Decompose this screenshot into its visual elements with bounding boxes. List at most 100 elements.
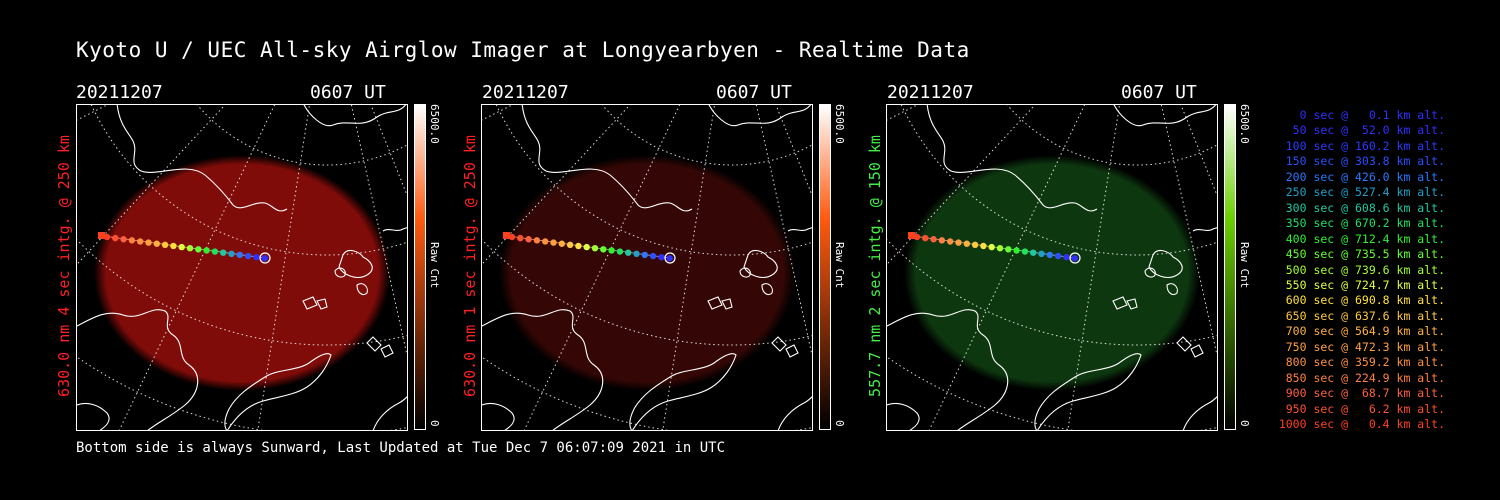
trajectory-point — [988, 243, 995, 251]
legend-item: 350 sec @ 670.2 km alt. — [1278, 216, 1445, 231]
trajectory-point — [550, 239, 557, 246]
trajectory-point — [103, 233, 111, 241]
legend-item: 450 sec @ 735.5 km alt. — [1278, 247, 1445, 262]
trajectory-point — [616, 248, 624, 255]
trajectory-point — [641, 251, 648, 259]
trajectory-point — [195, 246, 202, 253]
panel-2-colorbar — [819, 104, 831, 430]
trajectory-point — [649, 252, 657, 260]
coastlines — [887, 105, 1217, 430]
station-marker — [664, 252, 676, 264]
panel-1-colorbar-max: 6500.0 — [428, 104, 441, 144]
trajectory-point — [566, 241, 574, 249]
legend-item: 600 sec @ 690.8 km alt. — [1278, 293, 1445, 308]
trajectory — [908, 232, 1078, 262]
trajectory-point — [947, 238, 954, 245]
station-marker — [1069, 252, 1081, 264]
airglow-image — [904, 155, 1200, 391]
lat-lon-grid — [887, 105, 1217, 430]
legend-item: 250 sec @ 527.4 km alt. — [1278, 185, 1445, 200]
trajectory-point — [112, 234, 119, 242]
panel-1-date: 20211207 — [76, 82, 163, 103]
trajectory-point — [153, 240, 160, 247]
map-svg — [887, 105, 1217, 430]
legend-item: 950 sec @ 6.2 km alt. — [1278, 401, 1445, 416]
trajectory-point — [558, 240, 565, 247]
trajectory-point — [600, 246, 607, 253]
panel-2-time: 0607 UT — [716, 82, 792, 103]
trajectory-point — [533, 237, 541, 244]
legend-item: 500 sec @ 739.6 km alt. — [1278, 262, 1445, 277]
trajectory-point — [575, 242, 582, 250]
altitude-legend: 0 sec @ 0.1 km alt. 50 sec @ 52.0 km alt… — [1262, 108, 1445, 433]
trajectory-point — [220, 249, 227, 256]
page-title: Kyoto U / UEC All-sky Airglow Imager at … — [76, 38, 970, 62]
panel-2-colorbar-max: 6500.0 — [833, 104, 846, 144]
legend-item: 650 sec @ 637.6 km alt. — [1278, 308, 1445, 323]
panel-2-colorbar-min: 0 — [833, 420, 846, 427]
trajectory-point — [244, 252, 252, 260]
trajectory-point — [525, 236, 532, 243]
trajectory-point — [591, 245, 599, 252]
map-svg — [482, 105, 812, 430]
legend-item: 100 sec @ 160.2 km alt. — [1278, 138, 1445, 153]
panel-1-ylabel: 630.0 nm 4 sec intg. @ 250 km — [55, 135, 73, 397]
panel-3-colorbar-unit: Raw Cnt — [1238, 242, 1251, 289]
trajectory-point — [178, 243, 185, 251]
legend-item: 550 sec @ 724.7 km alt. — [1278, 277, 1445, 292]
panel-1-time: 0607 UT — [310, 82, 386, 103]
trajectory-point — [145, 239, 152, 246]
legend-item: 900 sec @ 68.7 km alt. — [1278, 386, 1445, 401]
trajectory-point — [971, 241, 979, 249]
coastlines — [77, 105, 407, 430]
legend-item: 50 sec @ 52.0 km alt. — [1278, 123, 1445, 138]
trajectory-point — [161, 241, 169, 249]
trajectory-point — [1013, 247, 1020, 254]
panel-3-date: 20211207 — [887, 82, 974, 103]
trajectory-point — [913, 233, 921, 241]
trajectory-point — [228, 250, 235, 257]
legend-item: 400 sec @ 712.4 km alt. — [1278, 231, 1445, 246]
trajectory-point — [253, 253, 260, 261]
legend-item: 150 sec @ 303.8 km alt. — [1278, 154, 1445, 169]
panel-1-colorbar-unit: Raw Cnt — [428, 242, 441, 289]
trajectory-point — [658, 253, 665, 261]
legend-item: 850 sec @ 224.9 km alt. — [1278, 370, 1445, 385]
trajectory-point — [517, 234, 524, 242]
legend-item: 750 sec @ 472.3 km alt. — [1278, 339, 1445, 354]
panel-2-image — [481, 104, 813, 431]
panel-3-image — [886, 104, 1218, 431]
lat-lon-grid — [482, 105, 812, 430]
panel-1-image — [76, 104, 408, 431]
trajectory-point — [1005, 246, 1012, 253]
trajectory — [503, 232, 673, 262]
trajectory-point — [1054, 252, 1062, 260]
trajectory-point — [261, 255, 268, 262]
station-marker — [259, 252, 271, 264]
trajectory — [98, 232, 268, 262]
trajectory-point — [1038, 250, 1045, 257]
panel-2-date: 20211207 — [482, 82, 569, 103]
trajectory-point — [922, 234, 929, 242]
trajectory-point — [137, 238, 144, 245]
coastlines — [482, 105, 812, 430]
trajectory-point — [1063, 253, 1070, 261]
trajectory-point — [120, 236, 127, 243]
panel-3-ylabel: 557.7 nm 2 sec intg. @ 150 km — [866, 135, 884, 397]
trajectory-point — [955, 239, 962, 246]
trajectory-point — [236, 251, 243, 259]
trajectory-point — [203, 247, 210, 254]
trajectory-point — [938, 237, 946, 244]
panel-2-colorbar-unit: Raw Cnt — [833, 242, 846, 289]
trajectory-point — [625, 249, 632, 256]
trajectory-point — [666, 255, 673, 262]
trajectory-point — [542, 238, 549, 245]
trajectory-point — [633, 250, 640, 257]
airglow-image — [499, 155, 795, 391]
panel-1-colorbar — [414, 104, 426, 430]
trajectory-point — [930, 236, 937, 243]
trajectory-point — [1021, 248, 1029, 255]
airglow-image — [94, 155, 390, 391]
legend-item: 800 sec @ 359.2 km alt. — [1278, 355, 1445, 370]
panel-3-time: 0607 UT — [1121, 82, 1197, 103]
